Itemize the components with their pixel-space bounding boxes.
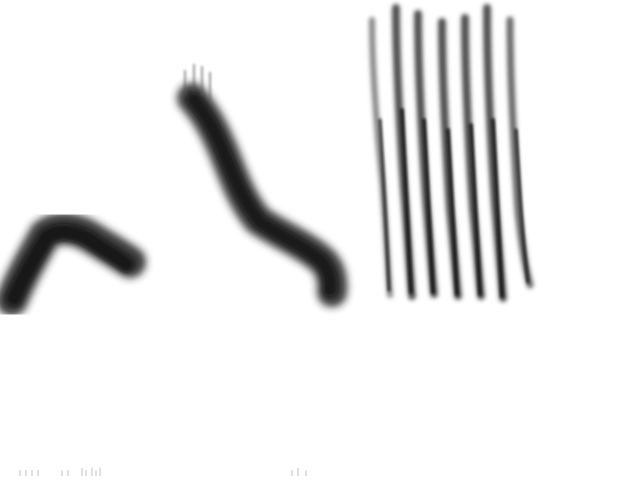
diagonal-spikes bbox=[184, 64, 211, 100]
diagonal-core bbox=[187, 93, 338, 297]
chevron-core bbox=[6, 224, 134, 306]
bottom-tick-marks bbox=[19, 468, 307, 476]
hatch-strokes bbox=[369, 4, 534, 302]
